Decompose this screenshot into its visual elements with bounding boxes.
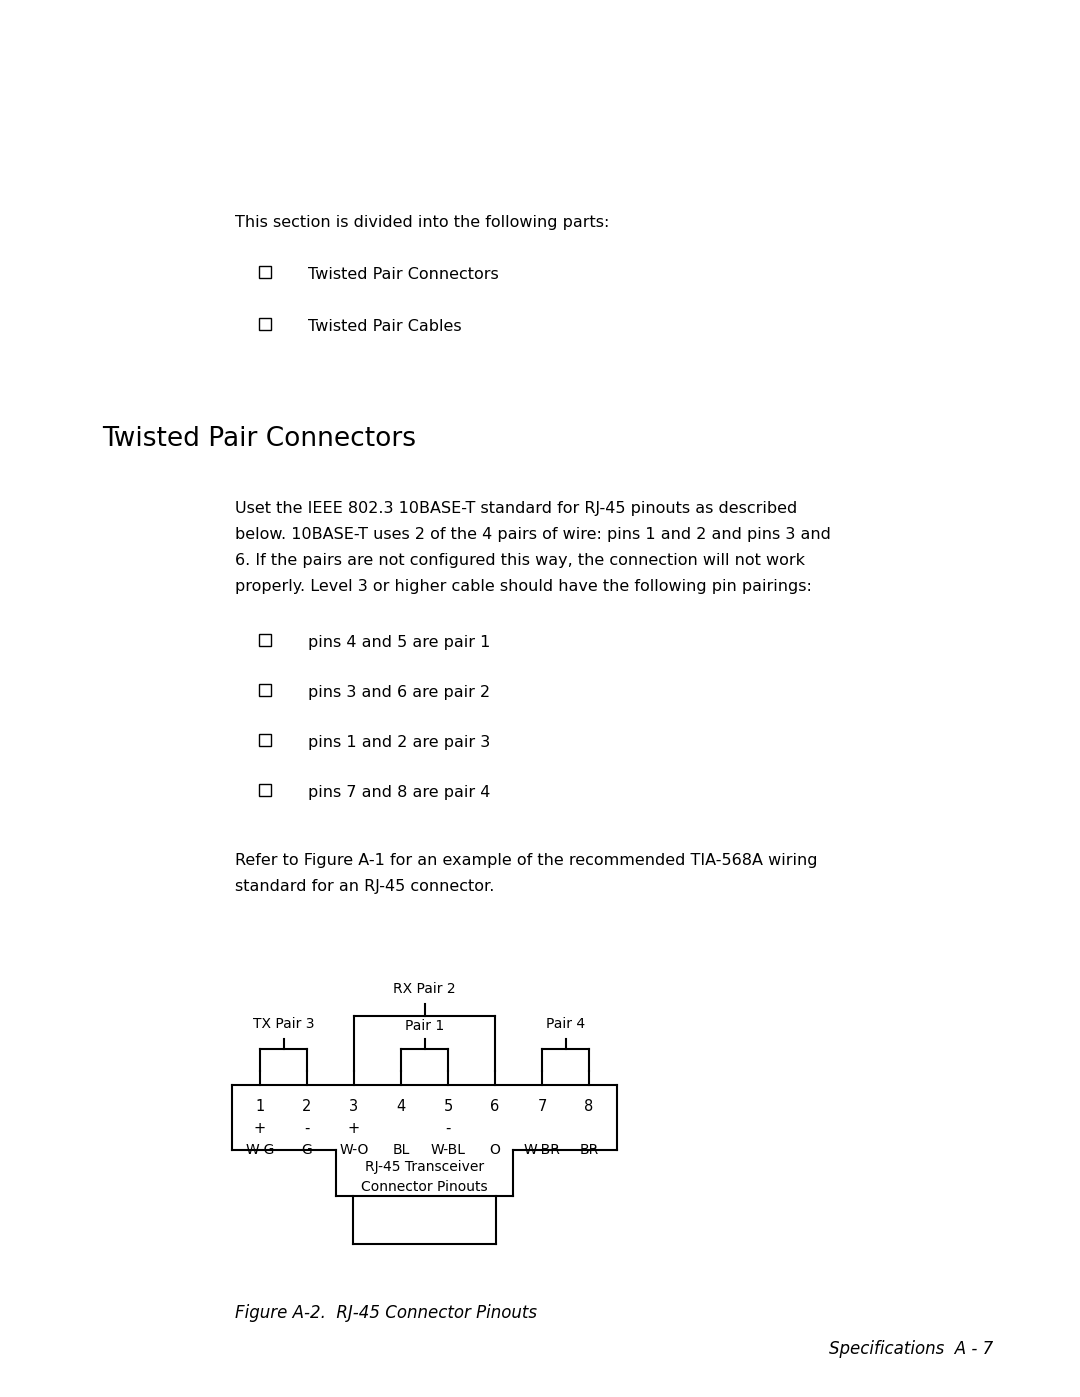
Text: 1: 1 bbox=[255, 1099, 265, 1113]
Text: BR: BR bbox=[579, 1143, 598, 1157]
Text: W-G: W-G bbox=[245, 1143, 274, 1157]
FancyBboxPatch shape bbox=[258, 685, 271, 696]
Text: G: G bbox=[301, 1143, 312, 1157]
Text: Refer to Figure A-1 for an example of the recommended TIA-568A wiring: Refer to Figure A-1 for an example of th… bbox=[235, 854, 818, 868]
Text: O: O bbox=[489, 1143, 500, 1157]
Text: 6. If the pairs are not configured this way, the connection will not work: 6. If the pairs are not configured this … bbox=[235, 553, 806, 569]
Text: 4: 4 bbox=[396, 1099, 406, 1113]
Text: 5: 5 bbox=[444, 1099, 453, 1113]
Text: 2: 2 bbox=[302, 1099, 312, 1113]
Text: properly. Level 3 or higher cable should have the following pin pairings:: properly. Level 3 or higher cable should… bbox=[235, 578, 812, 594]
Text: BL: BL bbox=[392, 1143, 409, 1157]
Text: RJ-45 Transceiver: RJ-45 Transceiver bbox=[365, 1160, 484, 1173]
Text: -: - bbox=[305, 1120, 310, 1136]
FancyBboxPatch shape bbox=[258, 319, 271, 330]
Text: below. 10BASE-T uses 2 of the 4 pairs of wire: pins 1 and 2 and pins 3 and: below. 10BASE-T uses 2 of the 4 pairs of… bbox=[235, 527, 832, 542]
Text: 7: 7 bbox=[538, 1099, 546, 1113]
Text: +: + bbox=[348, 1120, 360, 1136]
Text: pins 7 and 8 are pair 4: pins 7 and 8 are pair 4 bbox=[308, 785, 490, 800]
Text: W-BL: W-BL bbox=[431, 1143, 465, 1157]
Text: Twisted Pair Cables: Twisted Pair Cables bbox=[308, 319, 461, 334]
Text: 3: 3 bbox=[350, 1099, 359, 1113]
Text: pins 4 and 5 are pair 1: pins 4 and 5 are pair 1 bbox=[308, 636, 490, 650]
Text: W-O: W-O bbox=[339, 1143, 368, 1157]
Text: Uset the IEEE 802.3 10BASE-T standard for RJ-45 pinouts as described: Uset the IEEE 802.3 10BASE-T standard fo… bbox=[235, 502, 798, 515]
Text: Pair 1: Pair 1 bbox=[405, 1018, 444, 1032]
FancyBboxPatch shape bbox=[258, 784, 271, 796]
Text: -: - bbox=[445, 1120, 450, 1136]
Text: This section is divided into the following parts:: This section is divided into the followi… bbox=[235, 215, 610, 231]
Text: 8: 8 bbox=[584, 1099, 594, 1113]
Text: +: + bbox=[254, 1120, 266, 1136]
FancyBboxPatch shape bbox=[258, 733, 271, 746]
Text: RX Pair 2: RX Pair 2 bbox=[393, 982, 456, 996]
FancyBboxPatch shape bbox=[258, 265, 271, 278]
Text: Twisted Pair Connectors: Twisted Pair Connectors bbox=[308, 267, 499, 282]
Text: Figure A-2.  RJ-45 Connector Pinouts: Figure A-2. RJ-45 Connector Pinouts bbox=[235, 1303, 538, 1322]
Text: Twisted Pair Connectors: Twisted Pair Connectors bbox=[103, 426, 417, 453]
Text: TX Pair 3: TX Pair 3 bbox=[253, 1017, 314, 1031]
Text: Connector Pinouts: Connector Pinouts bbox=[361, 1180, 488, 1194]
Text: pins 3 and 6 are pair 2: pins 3 and 6 are pair 2 bbox=[308, 685, 490, 700]
Text: W-BR: W-BR bbox=[524, 1143, 561, 1157]
Text: standard for an RJ-45 connector.: standard for an RJ-45 connector. bbox=[235, 879, 495, 894]
Text: Pair 4: Pair 4 bbox=[545, 1017, 585, 1031]
Text: pins 1 and 2 are pair 3: pins 1 and 2 are pair 3 bbox=[308, 735, 490, 750]
Text: Specifications  A - 7: Specifications A - 7 bbox=[829, 1340, 994, 1358]
FancyBboxPatch shape bbox=[258, 634, 271, 645]
Text: 6: 6 bbox=[490, 1099, 500, 1113]
